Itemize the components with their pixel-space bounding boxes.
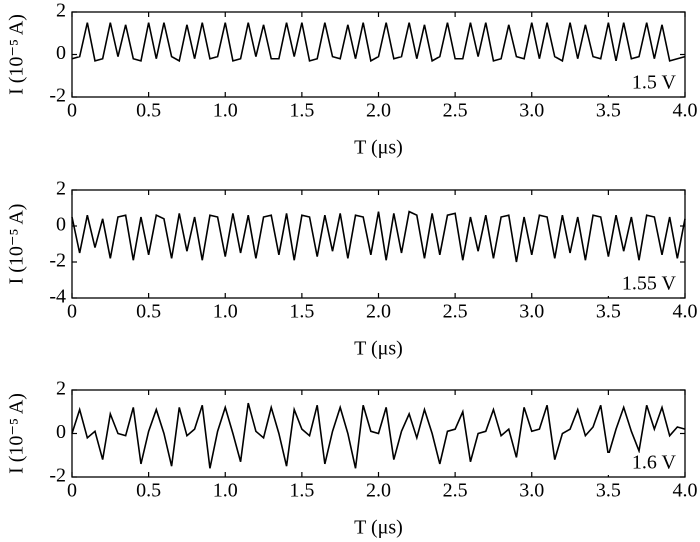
x-tick-label: 0: [67, 100, 77, 122]
x-tick-label: 1.5: [289, 301, 314, 323]
x-tick-label: 3.0: [519, 480, 544, 502]
x-tick-label: 2.0: [366, 480, 391, 502]
annotation-background: [600, 274, 680, 296]
plot-frame: [71, 189, 686, 299]
x-axis-label: T (μs): [354, 137, 403, 159]
x-tick-label: 2.5: [443, 301, 468, 323]
y-tick-label: 2: [56, 0, 66, 22]
x-tick-label: 3.5: [596, 301, 621, 323]
current-trace: [71, 22, 686, 63]
x-tick-label: 3.0: [519, 301, 544, 323]
voltage-annotation: 1.55 V: [622, 273, 677, 295]
x-tick-label: 4.0: [673, 301, 698, 323]
y-tick-label: 0: [56, 214, 66, 236]
y-tick-label: -4: [49, 286, 66, 308]
y-axis-label: I (10⁻⁵ A): [6, 393, 28, 474]
x-tick-label: 0: [67, 301, 77, 323]
x-tick-label: 2.5: [443, 480, 468, 502]
x-tick-label: 1.0: [213, 480, 238, 502]
voltage-annotation: 1.5 V: [632, 72, 677, 94]
x-tick-label: 1.5: [289, 480, 314, 502]
x-axis-label: T (μs): [354, 338, 403, 360]
x-tick-label: 3.5: [596, 480, 621, 502]
x-tick-label: 3.5: [596, 100, 621, 122]
current-trace: [71, 210, 686, 263]
x-axis-label: T (μs): [354, 517, 403, 539]
x-tick-label: 0.5: [136, 480, 161, 502]
x-tick-label: 4.0: [673, 100, 698, 122]
y-tick-label: 2: [56, 178, 66, 200]
y-axis-label: I (10⁻⁵ A): [6, 14, 28, 95]
x-tick-label: 2.5: [443, 100, 468, 122]
x-tick-label: 0: [67, 480, 77, 502]
y-tick-label: -2: [49, 250, 66, 272]
current-trace: [71, 402, 686, 469]
x-tick-label: 0.5: [136, 100, 161, 122]
x-tick-label: 2.0: [366, 301, 391, 323]
y-tick-label: 0: [56, 421, 66, 443]
x-tick-label: 1.0: [213, 100, 238, 122]
y-tick-label: 0: [56, 42, 66, 64]
annotation-background: [600, 453, 680, 475]
x-tick-label: 2.0: [366, 100, 391, 122]
y-tick-label: -2: [49, 85, 66, 107]
x-tick-label: 1.0: [213, 301, 238, 323]
x-tick-label: 3.0: [519, 100, 544, 122]
y-tick-label: 2: [56, 378, 66, 400]
x-tick-label: 0.5: [136, 301, 161, 323]
x-tick-label: 4.0: [673, 480, 698, 502]
voltage-annotation: 1.6 V: [632, 452, 677, 474]
x-tick-label: 1.5: [289, 100, 314, 122]
y-axis-label: I (10⁻⁵ A): [6, 204, 28, 285]
annotation-background: [600, 73, 680, 95]
y-tick-label: -2: [49, 465, 66, 487]
